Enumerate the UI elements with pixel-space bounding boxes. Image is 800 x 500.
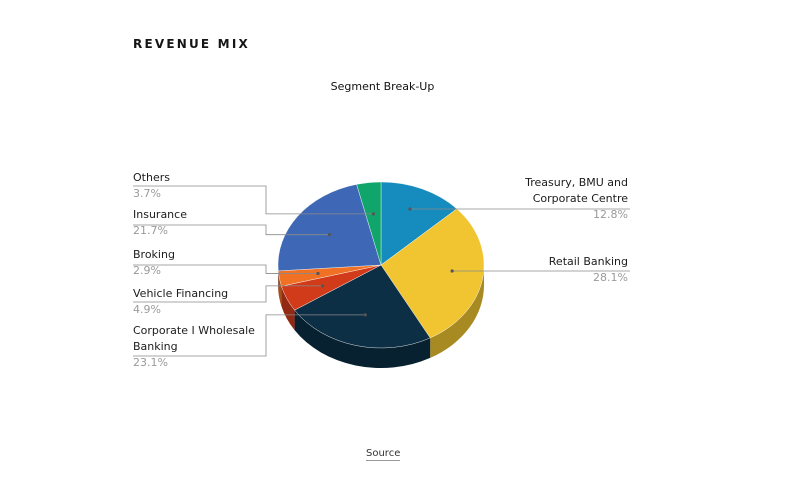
label-vehicle-financing-name: Vehicle Financing — [133, 287, 229, 300]
pie-side-retail-banking — [430, 265, 484, 358]
label-corporate-wholesale-banking: Corporate I Wholesale Banking 23.1% — [133, 323, 258, 371]
pie-slice-insurance — [277, 184, 382, 272]
label-retail-banking-value: 28.1% — [593, 271, 628, 284]
page-heading: REVENUE MIX — [133, 37, 250, 51]
pie-slice-corporate-wholesale-banking — [294, 264, 431, 349]
leader-line-others — [133, 185, 374, 215]
leader-dot-treasury — [408, 207, 412, 211]
label-treasury-value: 12.8% — [593, 208, 628, 221]
leader-dot-retail-banking — [450, 269, 454, 273]
pie-side-vehicle-financing — [281, 286, 295, 331]
label-others-name: Others — [133, 171, 170, 184]
label-others: Others 3.7% — [133, 170, 170, 202]
pie-side-broking — [278, 270, 282, 307]
leader-dot-broking — [316, 271, 320, 276]
leader-dot-corporate-wholesale-banking — [363, 313, 367, 317]
pie-slice-treasury — [380, 181, 458, 266]
pie-slice-others — [356, 181, 382, 266]
pie-slice-retail-banking — [380, 208, 485, 339]
label-broking-value: 2.9% — [133, 264, 161, 277]
leader-dot-others — [371, 212, 375, 216]
leader-line-broking — [133, 264, 319, 274]
pie-side-corporate-wholesale-banking — [294, 310, 431, 368]
label-others-value: 3.7% — [133, 187, 161, 200]
label-insurance-value: 21.7% — [133, 224, 168, 237]
label-retail-banking-name: Retail Banking — [548, 255, 628, 268]
label-treasury: Treasury, BMU and Corporate Centre 12.8% — [500, 175, 628, 223]
leader-line-insurance — [133, 224, 330, 236]
label-retail-banking: Retail Banking 28.1% — [500, 254, 628, 286]
label-insurance-name: Insurance — [133, 208, 187, 221]
label-broking: Broking 2.9% — [133, 247, 175, 279]
source-link[interactable]: Source — [366, 448, 401, 461]
label-vehicle-financing-value: 4.9% — [133, 303, 161, 316]
label-corporate-wholesale-banking-value: 23.1% — [133, 356, 168, 369]
chart-title: Segment Break-Up — [330, 80, 435, 93]
label-treasury-name: Treasury, BMU and Corporate Centre — [525, 176, 628, 205]
label-insurance: Insurance 21.7% — [133, 207, 187, 239]
leader-dot-vehicle-financing — [321, 284, 325, 288]
label-corporate-wholesale-banking-name: Corporate I Wholesale Banking — [133, 324, 255, 353]
label-broking-name: Broking — [133, 248, 175, 261]
leader-dot-insurance — [327, 233, 332, 237]
leader-line-corporate-wholesale-banking — [133, 314, 366, 357]
label-vehicle-financing: Vehicle Financing 4.9% — [133, 286, 228, 318]
leader-line-vehicle-financing — [133, 285, 323, 303]
